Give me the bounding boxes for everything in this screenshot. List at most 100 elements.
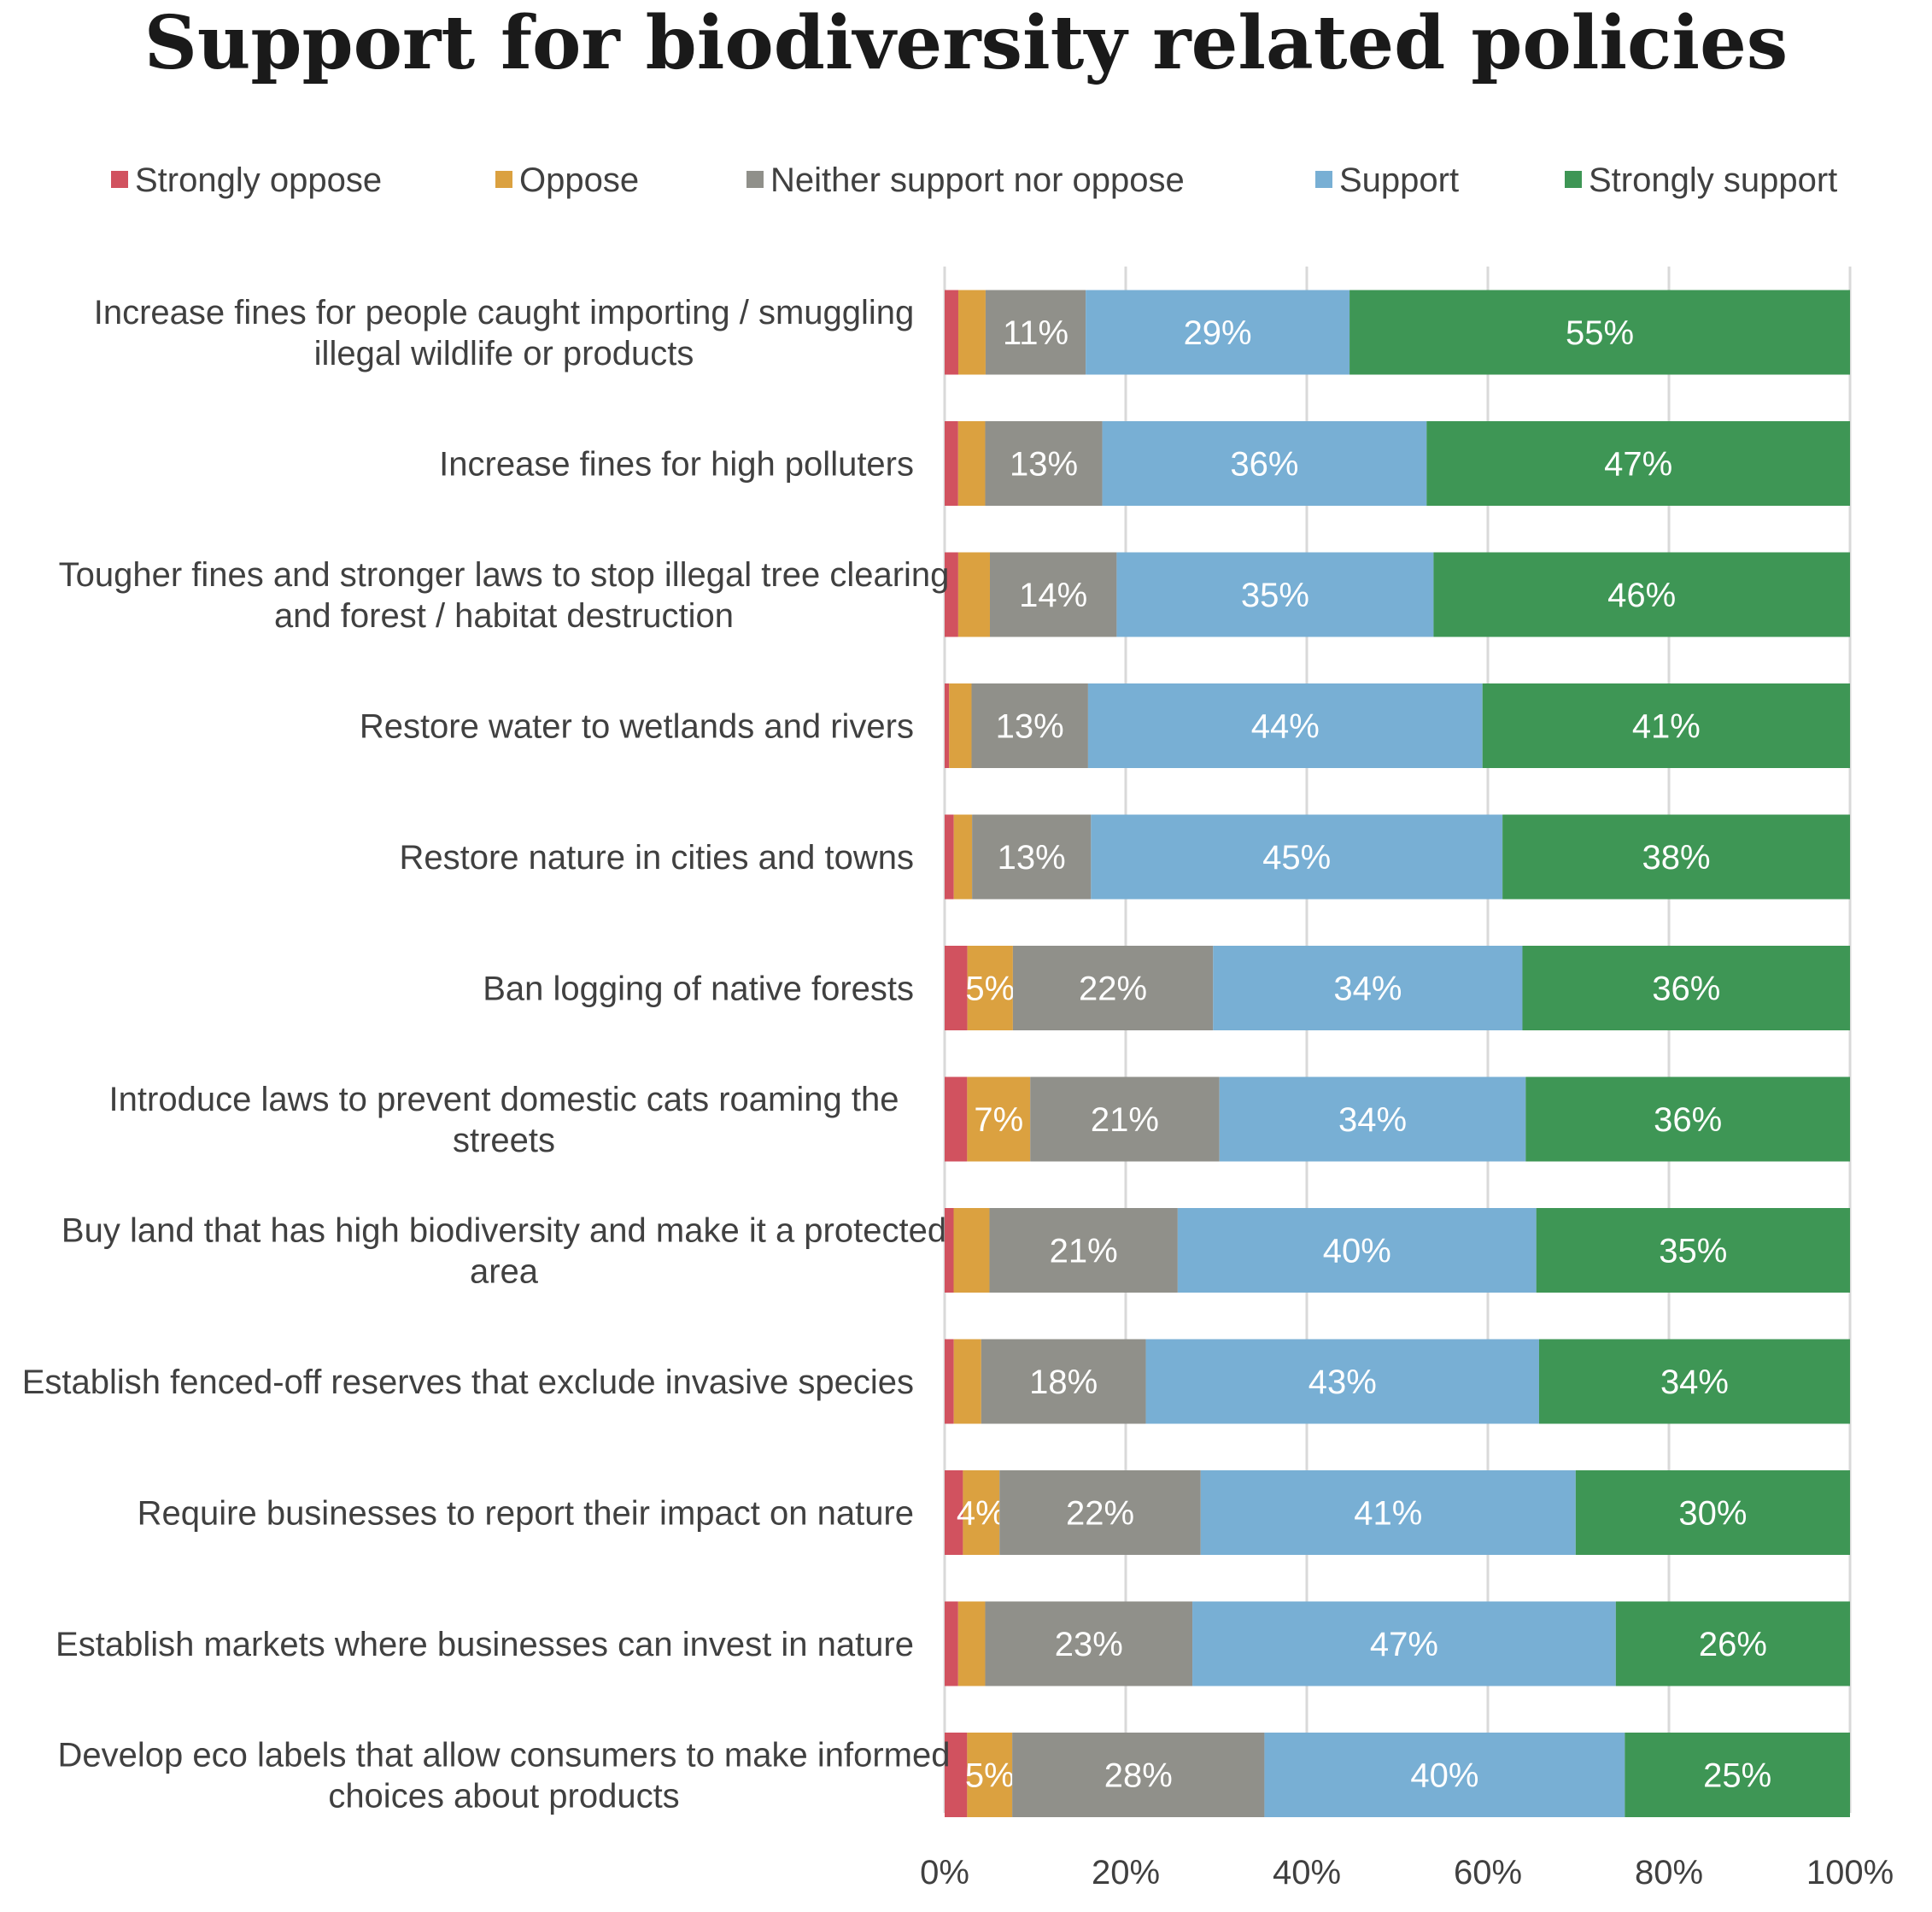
data-label: 36% <box>1654 1101 1722 1139</box>
bar-segment <box>953 1208 990 1293</box>
category-label: Tougher fines and stronger laws to stop … <box>59 556 950 635</box>
bar-segment <box>945 683 950 768</box>
data-label: 22% <box>1079 971 1147 1008</box>
legend-label: Strongly oppose <box>135 161 382 199</box>
bar-segment <box>1625 1733 1850 1817</box>
bar-segment <box>1030 1076 1220 1162</box>
data-label: 13% <box>1010 446 1078 484</box>
data-label: 47% <box>1370 1626 1438 1663</box>
legend-label: Neither support nor oppose <box>770 161 1185 199</box>
bar-segment <box>1012 1733 1265 1817</box>
bar-segment <box>1482 683 1850 768</box>
bar-segment <box>967 1076 1031 1162</box>
data-label: 34% <box>1660 1364 1729 1401</box>
bar-segment <box>953 1339 981 1424</box>
x-tick-label: 20% <box>1092 1854 1160 1891</box>
legend-swatch <box>746 171 764 188</box>
data-label: 36% <box>1230 446 1298 484</box>
x-tick-label: 60% <box>1454 1854 1522 1891</box>
data-label: 29% <box>1184 314 1252 352</box>
data-label: 21% <box>1050 1233 1118 1270</box>
data-label: 55% <box>1566 314 1634 352</box>
data-label: 14% <box>1019 577 1087 614</box>
data-label: 22% <box>1066 1495 1134 1533</box>
bar-segment <box>1522 946 1850 1030</box>
data-label: 35% <box>1241 577 1309 614</box>
bar-segment <box>1192 1601 1616 1686</box>
data-label: 28% <box>1104 1757 1173 1795</box>
data-label: 41% <box>1354 1495 1422 1533</box>
bar-segment <box>1426 421 1850 506</box>
bar-segment <box>963 1470 1000 1555</box>
category-labels: Increase fines for people caught importi… <box>22 294 951 1815</box>
bar-segment <box>945 814 954 900</box>
bar-segment <box>971 683 1088 768</box>
category-label: Ban logging of native forests <box>483 971 914 1008</box>
x-axis-ticks: 0% 20% 40% 60% 80% 100% <box>920 1854 1894 1891</box>
bar-segment <box>972 814 1092 900</box>
category-label: Increase fines for people caught importi… <box>94 294 915 372</box>
bar-segment <box>945 552 958 637</box>
bar-segment <box>945 1470 963 1555</box>
bar-segment <box>1502 814 1850 900</box>
data-label: 13% <box>998 839 1066 877</box>
bar-segment <box>1349 290 1850 375</box>
bar-segment <box>957 421 986 506</box>
category-label: Establish markets where businesses can i… <box>56 1626 914 1663</box>
category-label: Require businesses to report their impac… <box>138 1495 914 1533</box>
bar-segment <box>967 1733 1013 1817</box>
data-label: 13% <box>996 708 1064 746</box>
legend-swatch <box>111 171 128 188</box>
bar-segment <box>985 421 1103 506</box>
data-label: 36% <box>1652 971 1720 1008</box>
data-label: 44% <box>1251 708 1320 746</box>
data-label: 23% <box>1055 1626 1123 1663</box>
x-tick-label: 100% <box>1806 1854 1894 1891</box>
data-label: 25% <box>1703 1757 1771 1795</box>
data-label: 34% <box>1333 971 1402 1008</box>
bar-segment <box>989 1208 1178 1293</box>
bar-segment <box>1575 1470 1850 1555</box>
bar-segment <box>957 552 990 637</box>
bar-segment <box>1219 1076 1526 1162</box>
bar-segment <box>945 946 968 1030</box>
bar-segment <box>999 1470 1201 1555</box>
category-label: Establish fenced-off reserves that exclu… <box>22 1364 914 1401</box>
bar-segment <box>1087 683 1483 768</box>
bar-segment <box>1536 1208 1850 1293</box>
data-label: 30% <box>1678 1495 1747 1533</box>
bar-segment <box>1538 1339 1850 1424</box>
bars: 11% 29% 55% 13% 36% 47% 14% 35% 46% 13% 44% 41% 13% 4… <box>945 290 1850 1817</box>
category-label: Increase fines for high polluters <box>439 446 914 484</box>
legend-label: Support <box>1339 161 1459 199</box>
x-tick-label: 80% <box>1635 1854 1703 1891</box>
bar-segment <box>981 1339 1146 1424</box>
data-label: 18% <box>1029 1364 1098 1401</box>
data-label: 11% <box>1003 314 1068 352</box>
data-label: 43% <box>1308 1364 1377 1401</box>
bar-segment <box>1116 552 1434 637</box>
data-label: 7% <box>974 1101 1023 1139</box>
data-label: 40% <box>1410 1757 1478 1795</box>
bar-segment <box>1433 552 1850 637</box>
bar-segment <box>945 1208 954 1293</box>
category-label: Introduce laws to prevent domestic cats … <box>109 1081 899 1159</box>
bar-segment <box>1091 814 1503 900</box>
bar-segment <box>985 290 1086 375</box>
data-label: 47% <box>1604 446 1672 484</box>
bar-segment <box>1012 946 1214 1030</box>
bar-segment <box>1213 946 1523 1030</box>
category-label: Restore water to wetlands and rivers <box>360 708 914 746</box>
data-label: 46% <box>1607 577 1676 614</box>
data-label: 5% <box>965 971 1015 1008</box>
data-label: 5% <box>965 1757 1015 1795</box>
data-label: 21% <box>1091 1101 1159 1139</box>
chart-title: Support for biodiversity related policie… <box>144 0 1788 86</box>
legend: Strongly oppose Oppose Neither support nor… <box>111 161 1837 199</box>
bar-segment <box>1086 290 1350 375</box>
bar-segment <box>945 1733 968 1817</box>
category-label: Develop eco labels that allow consumers … <box>58 1737 951 1815</box>
bar-segment <box>949 683 972 768</box>
bar-segment <box>953 814 973 900</box>
bar-segment <box>945 290 958 375</box>
